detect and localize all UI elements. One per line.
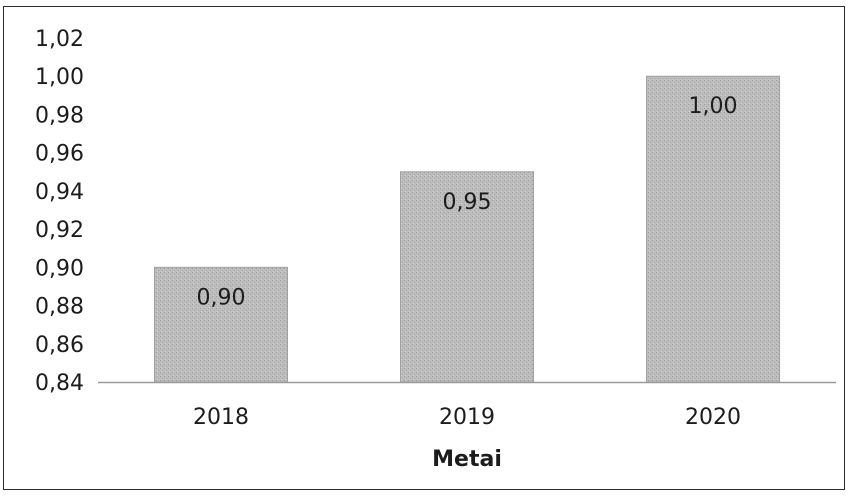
x-tick-label: 2018	[193, 405, 249, 430]
y-tick-label: 0,96	[35, 142, 84, 167]
bar-value-label: 0,95	[443, 190, 492, 215]
bar-value-label: 1,00	[689, 94, 738, 119]
y-tick-label: 0,92	[35, 218, 84, 243]
data-labels: 0,90 0,95 1,00	[197, 94, 738, 310]
y-tick-label: 0,84	[35, 371, 84, 396]
y-axis-ticks: 0,84 0,86 0,88 0,90 0,92 0,94 0,96 0,98 1,00 1,02	[35, 27, 84, 396]
y-tick-label: 1,02	[35, 27, 84, 52]
x-axis-title: Metai	[432, 447, 502, 472]
bar	[400, 171, 534, 383]
x-axis-categories: 2018 2019 2020	[193, 405, 741, 430]
y-tick-label: 1,00	[35, 65, 84, 90]
y-tick-label: 0,98	[35, 103, 84, 128]
x-tick-label: 2019	[439, 405, 495, 430]
y-tick-label: 0,86	[35, 333, 84, 358]
bar	[646, 75, 780, 383]
bar-value-label: 0,90	[197, 285, 246, 310]
x-tick-label: 2020	[685, 405, 741, 430]
bar	[154, 266, 288, 383]
y-tick-label: 0,88	[35, 295, 84, 320]
y-tick-label: 0,94	[35, 180, 84, 205]
y-tick-label: 0,90	[35, 256, 84, 281]
bars	[154, 75, 780, 383]
